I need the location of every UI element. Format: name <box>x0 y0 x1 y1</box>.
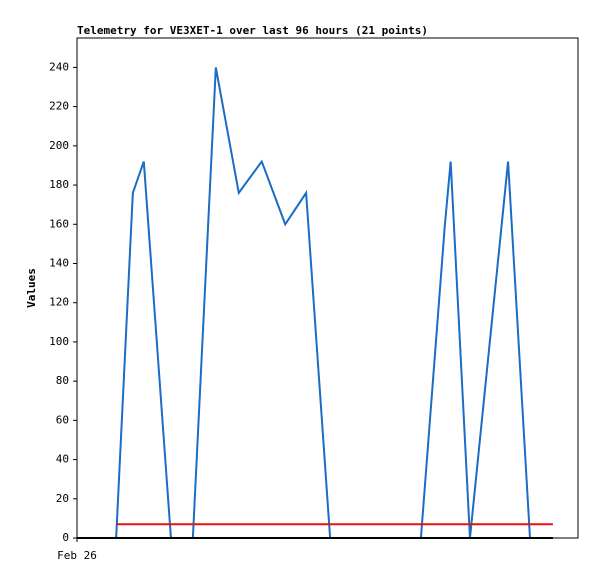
series-line <box>115 67 531 539</box>
chart-title: Telemetry for VE3XET-1 over last 96 hour… <box>77 24 428 37</box>
y-tick-label: 80 <box>56 374 69 387</box>
y-tick-label: 0 <box>62 531 69 544</box>
y-tick-label: 240 <box>49 60 69 73</box>
y-tick-label: 180 <box>49 178 69 191</box>
y-tick-label: 160 <box>49 217 69 230</box>
y-tick-label: 220 <box>49 100 69 113</box>
y-tick-label: 120 <box>49 296 69 309</box>
y-tick-label: 20 <box>56 492 69 505</box>
y-tick-label: 60 <box>56 413 69 426</box>
y-tick-label: 100 <box>49 335 69 348</box>
y-tick-label: 40 <box>56 453 69 466</box>
x-tick-label: Feb 26 <box>57 549 97 562</box>
y-axis-label: Values <box>25 268 38 308</box>
y-tick-label: 140 <box>49 256 69 269</box>
y-tick-label: 200 <box>49 139 69 152</box>
